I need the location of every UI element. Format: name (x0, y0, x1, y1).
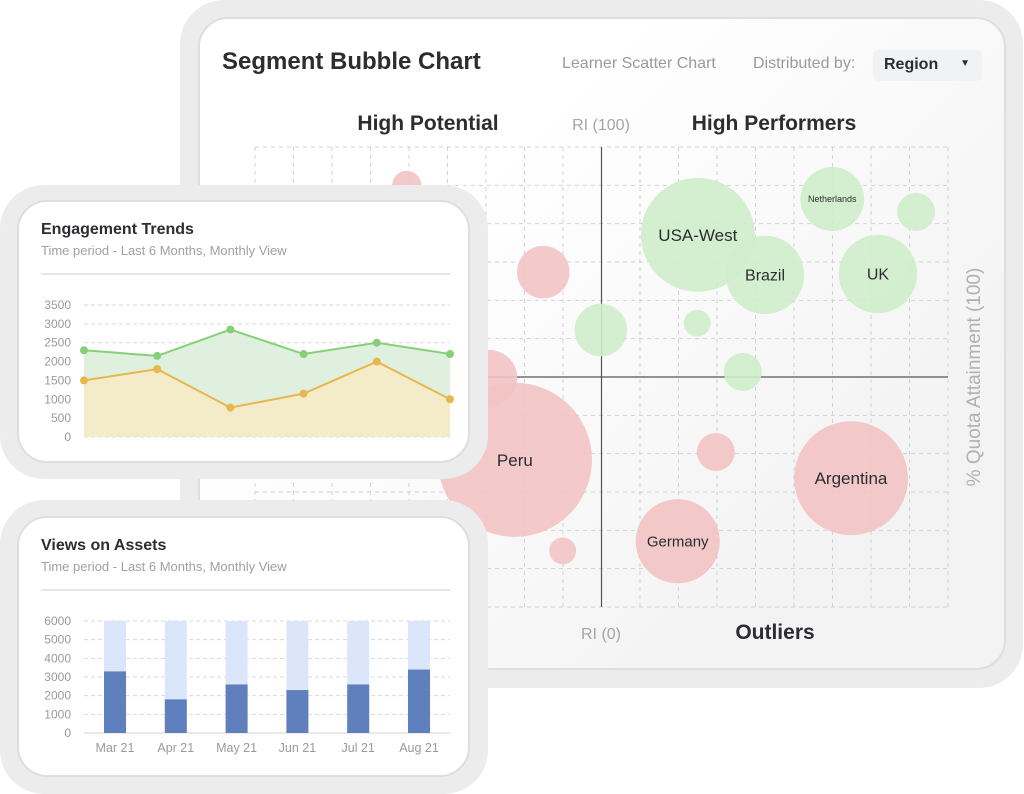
data-point (299, 350, 308, 359)
y-tick-label: 2000 (44, 689, 71, 703)
bubble (723, 352, 762, 391)
y-tick-label: 3000 (44, 317, 71, 331)
bubble (640, 177, 755, 292)
x-tick-label: Mar 21 (96, 741, 135, 755)
quadrant-label-high-potential: High Potential (357, 112, 499, 135)
quadrant-label-outliers: Outliers (735, 621, 815, 644)
y-tick-label: 2500 (44, 336, 71, 350)
segment-chart-title: Segment Bubble Chart (222, 48, 481, 75)
engagement-subtitle: Time period - Last 6 Months, Monthly Vie… (41, 243, 287, 258)
distributed-by-label: Distributed by: (753, 55, 856, 72)
x-tick-label: Apr 21 (157, 741, 194, 755)
bubble (800, 167, 865, 231)
y-tick-label: 6000 (44, 614, 71, 628)
bubble (683, 309, 711, 337)
region-dropdown[interactable]: Region ▼ (873, 50, 982, 81)
x-tick-label: Jul 21 (342, 741, 375, 755)
y-tick-label: 5000 (44, 633, 71, 647)
data-point (446, 395, 454, 404)
data-point (372, 338, 381, 347)
bubble-label: Germany (647, 533, 709, 550)
bar-value (164, 699, 187, 733)
bubble (794, 421, 908, 536)
y-tick-label: 4000 (44, 651, 71, 665)
y-tick-label: 1500 (44, 373, 71, 387)
data-point (153, 365, 162, 374)
y-tick-label: 0 (64, 726, 71, 740)
series-line (83, 360, 451, 409)
data-point (446, 350, 454, 359)
bubble (696, 433, 735, 471)
data-point (226, 403, 235, 412)
y-tick-label: 1000 (44, 707, 71, 721)
axis-label-ri-0: RI (0) (581, 626, 621, 643)
y-tick-label: 0 (64, 430, 71, 444)
engagement-title: Engagement Trends (41, 221, 194, 238)
bubble-label: USA-West (658, 226, 737, 245)
data-point (372, 357, 381, 366)
quadrant-label-high-performers: High Performers (691, 112, 857, 135)
y-tick-label: 500 (51, 411, 71, 425)
axis-label-ri-100: RI (100) (572, 117, 630, 134)
bubble (838, 234, 918, 314)
bubble-label: Argentina (815, 469, 888, 488)
bubble-label: Brazil (745, 267, 785, 284)
bubble (725, 235, 805, 314)
dropdown-value: Region (884, 56, 939, 73)
bar-value (286, 690, 309, 733)
bubble (574, 303, 628, 357)
bubble (549, 537, 577, 565)
views-chart: 6000 5000 4000 3000 2000 1000 0 Mar 21 Apr 21 May… (44, 614, 450, 755)
views-subtitle: Time period - Last 6 Months, Monthly Vie… (41, 559, 287, 574)
bubble-label: Netherlands (808, 194, 857, 204)
bar-value (225, 684, 248, 733)
y-tick-label: 3000 (44, 670, 71, 684)
data-point (80, 346, 88, 355)
x-tick-label: Aug 21 (399, 741, 439, 755)
engagement-divider (41, 273, 450, 275)
bubble (517, 245, 570, 299)
x-tick-label: May 21 (216, 741, 257, 755)
data-point (299, 389, 308, 398)
x-tick-label: Jun 21 (279, 741, 317, 755)
bubble (635, 499, 720, 584)
bar-value (347, 684, 370, 733)
engagement-chart: 3500 3000 2500 2000 1500 1000 500 0 (44, 298, 454, 444)
learner-scatter-chart-link[interactable]: Learner Scatter Chart (562, 55, 716, 72)
series-area (84, 361, 450, 437)
data-point (153, 351, 162, 360)
bubble-label: Peru (497, 451, 533, 470)
y-tick-label: 1000 (44, 392, 71, 406)
y-tick-label: 2000 (44, 355, 71, 369)
data-point (80, 376, 88, 385)
y-tick-label: 3500 (44, 298, 71, 312)
views-divider (41, 589, 450, 591)
bubble-label: UK (867, 267, 890, 284)
caret-down-icon: ▼ (960, 58, 970, 69)
series-line (83, 328, 451, 357)
bubble (897, 192, 936, 231)
bar-value (408, 669, 430, 733)
views-title: Views on Assets (41, 537, 167, 554)
bar-value (104, 671, 126, 733)
data-point (226, 325, 235, 334)
